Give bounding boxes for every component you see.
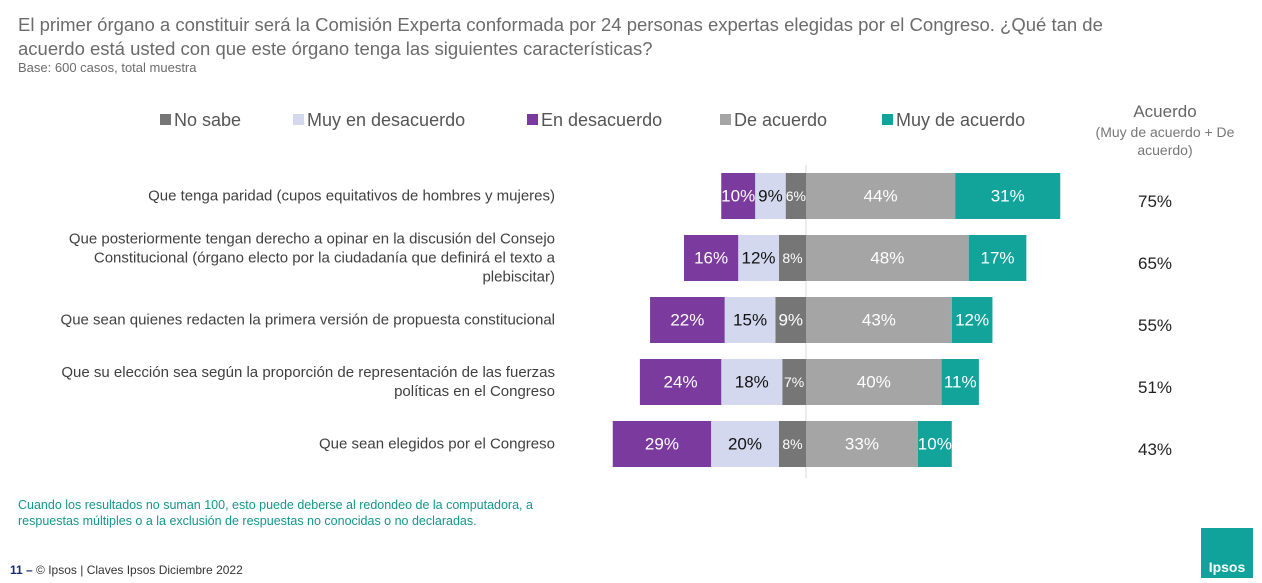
bar-segment xyxy=(721,173,756,219)
legend-swatch xyxy=(293,114,304,125)
bar-segment xyxy=(711,421,779,467)
bar-segment xyxy=(683,235,739,281)
bar-label: 8% xyxy=(782,436,802,452)
bar-label: 6% xyxy=(786,188,806,204)
legend-swatch xyxy=(527,114,538,125)
legend-item: De acuerdo xyxy=(720,110,827,131)
bar-label: 11% xyxy=(944,373,977,392)
total-label: 65% xyxy=(1137,254,1173,273)
bar-label: 43% xyxy=(862,311,896,330)
bar-segment xyxy=(724,297,776,343)
bar-label: 10% xyxy=(918,435,952,454)
totals-title: Acuerdo xyxy=(1133,102,1197,121)
category-label: Que sean elegidos por el Congreso xyxy=(319,435,555,453)
bar-segment xyxy=(941,359,979,405)
category-label: Que sean quienes redacten la primera ver… xyxy=(60,311,555,329)
bar-segment xyxy=(785,173,806,219)
bar-label: 16% xyxy=(694,249,728,268)
total-label: 51% xyxy=(1137,378,1173,397)
title: El primer órgano a constituir será la Co… xyxy=(18,14,1103,59)
logo: Ipsos xyxy=(1201,528,1253,578)
bar-segment xyxy=(951,297,993,343)
legend-label: De acuerdo xyxy=(734,110,828,130)
totals-subtitle: (Muy de acuerdo + De acuerdo) xyxy=(1095,124,1235,158)
legend-item: No sabe xyxy=(160,110,241,131)
footer-text: © Ipsos | Claves Ipsos Diciembre 2022 xyxy=(36,563,243,577)
bar-label: 9% xyxy=(758,187,783,206)
total-label: 75% xyxy=(1137,192,1173,211)
bar-segment xyxy=(775,297,806,343)
category-label: Que posteriormente tengan derecho a opin… xyxy=(68,230,555,286)
bar-segment xyxy=(755,173,786,219)
bar-label: 7% xyxy=(784,374,804,390)
bar-label: 44% xyxy=(864,187,898,206)
bar-label: 10% xyxy=(721,187,755,206)
legend-swatch xyxy=(720,114,731,125)
legend-item: Muy en desacuerdo xyxy=(293,110,465,131)
subtitle: Base: 600 casos, total muestra xyxy=(18,60,197,75)
bar-segment xyxy=(806,297,952,343)
bar-segment xyxy=(721,359,783,405)
bar-label: 33% xyxy=(845,435,879,454)
bar-segment xyxy=(806,421,918,467)
bar-label: 18% xyxy=(735,373,769,392)
bar-label: 24% xyxy=(664,373,698,392)
bar-label: 8% xyxy=(782,250,802,266)
legend-swatch xyxy=(160,114,171,125)
bar-segment xyxy=(778,235,806,281)
legend-label: No sabe xyxy=(174,110,242,130)
legend-item: En desacuerdo xyxy=(527,110,662,131)
legend-item: Muy de acuerdo xyxy=(882,110,1025,131)
bar-label: 9% xyxy=(778,311,803,330)
bar-label: 17% xyxy=(981,249,1015,268)
bar-segment xyxy=(955,173,1061,219)
bar-label: 31% xyxy=(991,187,1025,206)
legend-swatch xyxy=(882,114,893,125)
bar-label: 20% xyxy=(728,435,762,454)
bar-segment xyxy=(806,173,956,219)
bar-label: 15% xyxy=(733,311,767,330)
bar-segment xyxy=(738,235,779,281)
bar-segment xyxy=(650,297,725,343)
bar-label: 22% xyxy=(670,311,704,330)
bar-segment xyxy=(806,359,942,405)
legend-label: Muy de acuerdo xyxy=(896,110,1026,130)
legend-label: En desacuerdo xyxy=(541,110,663,130)
category-label: Que su elección sea según la proporción … xyxy=(61,364,555,400)
category-label: Que tenga paridad (cupos equitativos de … xyxy=(148,187,555,205)
bar-segment xyxy=(612,421,712,467)
bar-label: 12% xyxy=(955,311,989,330)
bar-segment xyxy=(806,235,969,281)
total-label: 43% xyxy=(1137,440,1173,459)
bar-segment xyxy=(782,359,806,405)
bar-segment xyxy=(968,235,1027,281)
page-number: 11 – xyxy=(10,563,33,577)
bar-segment xyxy=(639,359,722,405)
bar-label: 12% xyxy=(742,249,776,268)
total-label: 55% xyxy=(1137,316,1173,335)
bar-segment xyxy=(778,421,806,467)
footnote: Cuando los resultados no suman 100, esto… xyxy=(18,498,533,528)
bar-label: 40% xyxy=(857,373,891,392)
bar-segment xyxy=(917,421,952,467)
legend-label: Muy en desacuerdo xyxy=(307,110,466,130)
bar-label: 29% xyxy=(645,435,679,454)
footer: 11 – © Ipsos | Claves Ipsos Diciembre 20… xyxy=(10,563,243,577)
bar-label: 48% xyxy=(870,249,904,268)
